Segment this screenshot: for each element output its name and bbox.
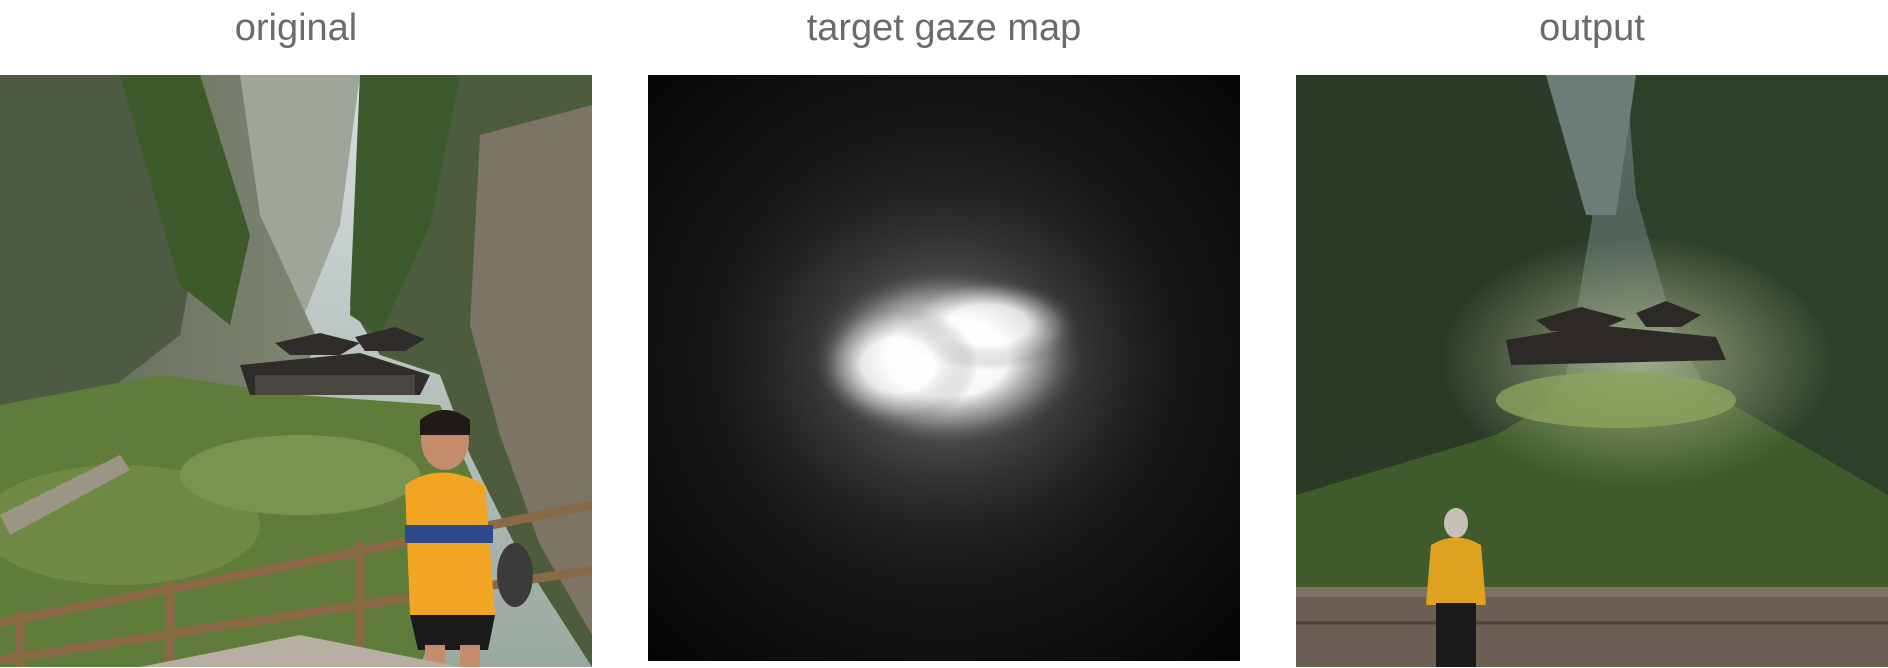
panel-gaze-map: target gaze map — [648, 0, 1240, 668]
panel-title-gaze-map: target gaze map — [806, 7, 1082, 49]
gaze-map-image — [648, 75, 1240, 661]
original-image — [0, 75, 592, 667]
panel-original: original — [0, 0, 592, 668]
panel-output: output — [1296, 0, 1888, 668]
panel-title-output: output — [1539, 7, 1645, 49]
panel-title-original: original — [234, 7, 358, 49]
output-image — [1296, 75, 1888, 667]
